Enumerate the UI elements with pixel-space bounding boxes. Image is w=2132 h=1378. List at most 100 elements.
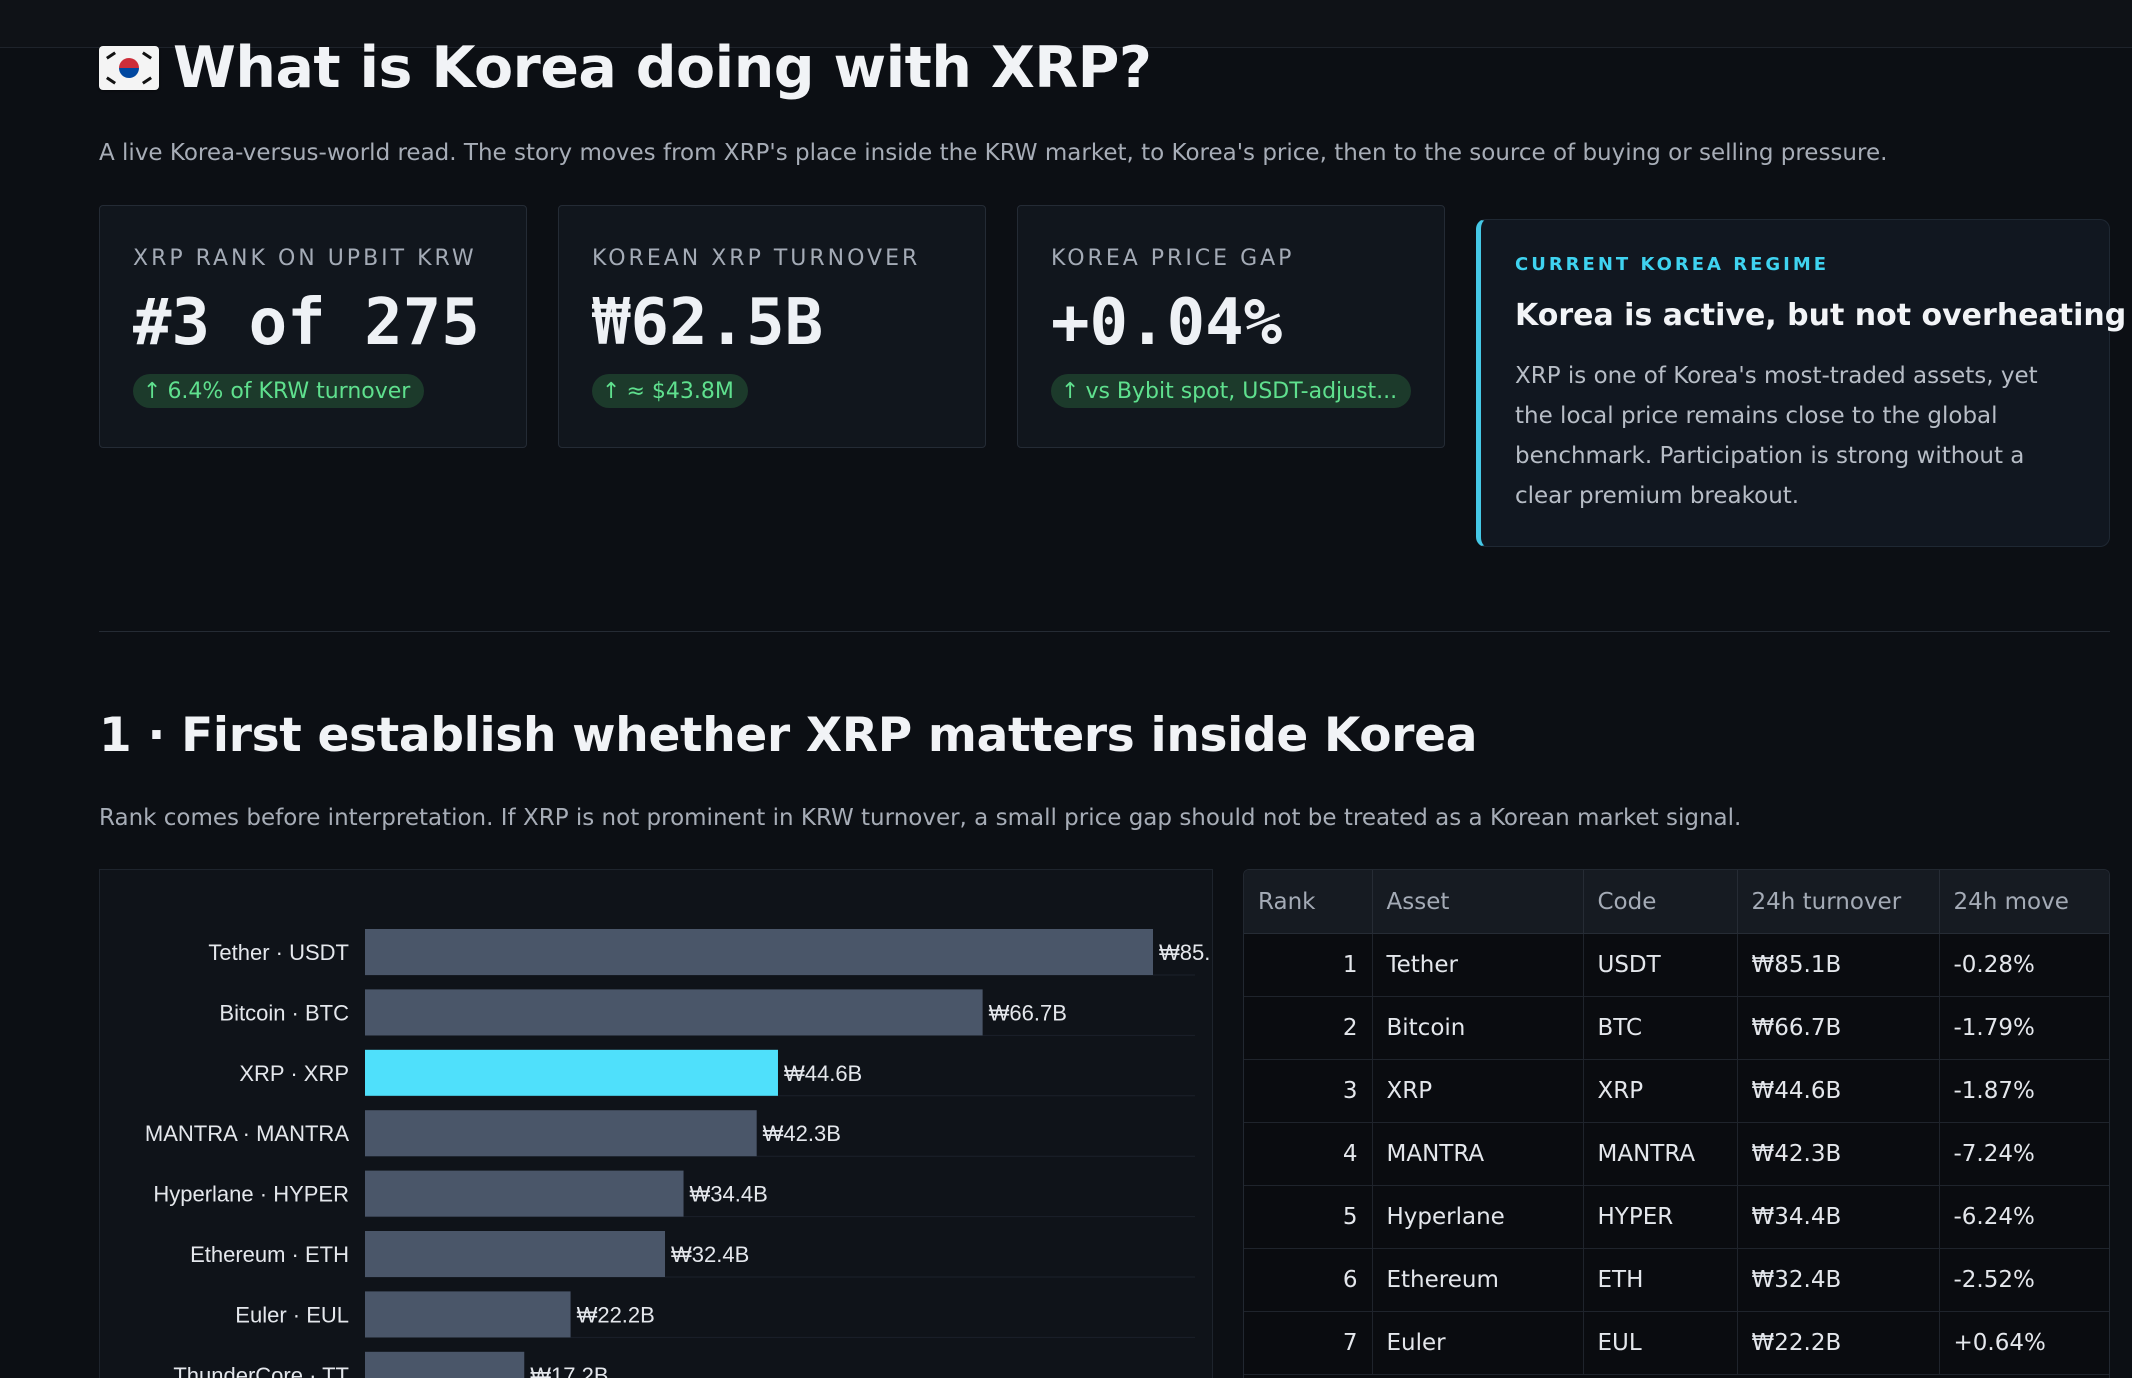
cell-asset: XRP [1372,1059,1584,1123]
cell-turnover: ₩66.7B [1737,996,1940,1060]
cell-move: -1.79% [1939,996,2109,1060]
value-label: ₩66.7B [989,1000,1067,1025]
metric-delta-text: vs Bybit spot, USDT-adjust... [1085,378,1398,404]
metric-delta-badge: ↑ vs Bybit spot, USDT-adjust... [1051,374,1412,408]
arrow-up-icon: ↑ [1061,378,1080,404]
table-row: 6 Ethereum ETH ₩32.4B -2.52% [1244,1248,2109,1312]
page-subtitle: A live Korea-versus-world read. The stor… [99,140,1888,166]
cell-rank: 7 [1244,1311,1373,1375]
cell-asset: Bitcoin [1372,996,1584,1060]
bar[interactable] [365,989,983,1036]
cell-code: EUL [1583,1311,1738,1375]
bar[interactable] [365,1049,778,1096]
app-header-bar [0,0,2132,48]
category-label: XRP · XRP [239,1061,349,1086]
cell-code: USDT [1583,933,1738,997]
category-label: Euler · EUL [235,1302,349,1327]
category-label: Tether · USDT [208,940,349,965]
page-title: What is Korea doing with XRP? [99,32,1152,104]
cell-asset: Euler [1372,1311,1584,1375]
cell-move: -6.24% [1939,1185,2109,1249]
table-row: 5 Hyperlane HYPER ₩34.4B -6.24% [1244,1185,2109,1249]
cell-move: -7.24% [1939,1122,2109,1186]
section-heading: 1 · First establish whether XRP matters … [99,708,1478,763]
bar-chart-svg: Tether · USDT ₩85.1B Bitcoin · BTC ₩66.7B XR… [145,929,1213,1378]
cell-rank: 3 [1244,1059,1373,1123]
category-label: Bitcoin · BTC [219,1000,349,1025]
column-header-asset[interactable]: Asset [1372,870,1584,934]
cell-move: -1.87% [1939,1059,2109,1123]
value-label: ₩17.2B [530,1363,608,1378]
category-label: MANTRA · MANTRA [145,1121,349,1146]
arrow-up-icon: ↑ [143,378,162,404]
metric-delta-text: ≈ $43.8M [626,378,734,404]
section-description: Rank comes before interpretation. If XRP… [99,805,1742,831]
cell-code: BTC [1583,996,1738,1060]
cell-turnover: ₩44.6B [1737,1059,1940,1123]
value-label: ₩22.2B [577,1302,655,1327]
cell-rank: 5 [1244,1185,1373,1249]
metric-label: KOREAN XRP TURNOVER [592,246,921,271]
value-label: ₩32.4B [671,1242,749,1267]
cell-rank: 4 [1244,1122,1373,1186]
cell-turnover: ₩85.1B [1737,933,1940,997]
bar[interactable] [365,1231,666,1277]
value-label: ₩42.3B [763,1121,841,1146]
column-header-code[interactable]: Code [1583,870,1738,934]
krw-turnover-bar-chart: Tether · USDT ₩85.1B Bitcoin · BTC ₩66.7B XR… [99,869,1213,1378]
cell-code: HYPER [1583,1185,1738,1249]
metric-delta-text: 6.4% of KRW turnover [167,378,411,404]
cell-asset: MANTRA [1372,1122,1584,1186]
table-header-row: Rank Asset Code 24h turnover 24h move [1244,870,2109,934]
bar[interactable] [365,1351,525,1378]
cell-move: +0.64% [1939,1311,2109,1375]
cell-turnover: ₩42.3B [1737,1122,1940,1186]
cell-asset: Ethereum [1372,1248,1584,1312]
metric-value: +0.04% [1051,286,1283,360]
cell-move: -0.28% [1939,933,2109,997]
section-divider [99,631,2110,632]
metric-value: ₩62.5B [592,286,824,360]
cell-rank: 1 [1244,933,1373,997]
regime-headline: Korea is active, but not overheating [1515,298,2127,333]
regime-tag: CURRENT KOREA REGIME [1515,254,1830,275]
category-label: Ethereum · ETH [190,1242,349,1267]
bar[interactable] [365,1291,571,1338]
cell-asset: Tether [1372,933,1584,997]
cell-move: -2.52% [1939,1248,2109,1312]
metric-label: XRP RANK ON UPBIT KRW [133,246,477,271]
table-row: 4 MANTRA MANTRA ₩42.3B -7.24% [1244,1122,2109,1186]
cell-asset: Hyperlane [1372,1185,1584,1249]
arrow-up-icon: ↑ [602,378,621,404]
metric-delta-badge: ↑ ≈ $43.8M [592,374,748,408]
cell-turnover: ₩32.4B [1737,1248,1940,1312]
column-header-move[interactable]: 24h move [1939,870,2109,934]
current-regime-callout: CURRENT KOREA REGIME Korea is active, bu… [1476,219,2126,547]
metric-value: #3 of 275 [133,286,480,360]
metric-card-korean-turnover: KOREAN XRP TURNOVER ₩62.5B ↑ ≈ $43.8M [558,205,986,448]
bar[interactable] [365,1110,757,1157]
bar[interactable] [365,1170,684,1217]
metric-card-xrp-rank: XRP RANK ON UPBIT KRW #3 of 275 ↑ 6.4% of… [99,205,527,448]
cell-code: XRP [1583,1059,1738,1123]
value-label: ₩34.4B [690,1182,768,1207]
cell-code: MANTRA [1583,1122,1738,1186]
category-label: ThunderCore · TT [173,1363,349,1378]
table-row: 3 XRP XRP ₩44.6B -1.87% [1244,1059,2109,1123]
table-row: 7 Euler EUL ₩22.2B +0.64% [1244,1311,2109,1375]
bar[interactable] [365,929,1153,975]
metric-delta-badge: ↑ 6.4% of KRW turnover [133,374,425,408]
category-label: Hyperlane · HYPER [153,1182,349,1207]
cell-rank: 2 [1244,996,1373,1060]
page-title-text: What is Korea doing with XRP? [173,35,1152,101]
column-header-rank[interactable]: Rank [1244,870,1373,934]
cell-turnover: ₩22.2B [1737,1311,1940,1375]
regime-body: XRP is one of Korea's most-traded assets… [1515,363,2038,509]
cell-rank: 6 [1244,1248,1373,1312]
value-label: ₩44.6B [784,1061,862,1086]
column-header-turnover[interactable]: 24h turnover [1737,870,1940,934]
value-label: ₩85.1B [1159,940,1213,965]
table-row: 2 Bitcoin BTC ₩66.7B -1.79% [1244,996,2109,1060]
table-row: 1 Tether USDT ₩85.1B -0.28% [1244,933,2109,997]
